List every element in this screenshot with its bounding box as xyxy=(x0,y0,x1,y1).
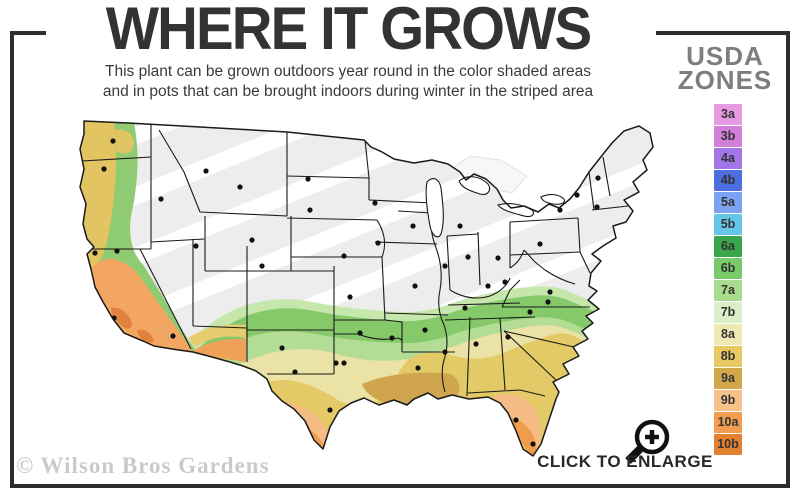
legend-zone-8a: 8a xyxy=(714,324,742,345)
frame-border-bottom xyxy=(10,484,790,488)
frame-border-top-right xyxy=(656,31,790,35)
legend-title: USDA ZONES xyxy=(660,41,790,95)
frame-border-right xyxy=(786,31,790,488)
legend-zone-list: 3a 3b 4a 4b 5a 5b 6a 6b 7a 7b 8a 8b 9a 9b 10a 10b xyxy=(714,104,742,455)
page-subtitle: This plant can be grown outdoors year ro… xyxy=(38,62,658,102)
legend-zone-4a: 4a xyxy=(714,148,742,169)
us-hardiness-zone-map[interactable] xyxy=(55,108,670,468)
frame-border-top-left xyxy=(10,31,46,35)
legend-zone-7b: 7b xyxy=(714,302,742,323)
watermark: © Wilson Bros Gardens xyxy=(16,453,270,478)
legend-zone-5a: 5a xyxy=(714,192,742,213)
legend-zone-4b: 4b xyxy=(714,170,742,191)
legend-zone-6b: 6b xyxy=(714,258,742,279)
state-borders xyxy=(81,125,629,397)
legend-zone-10a: 10a xyxy=(714,412,742,433)
zoom-in-icon[interactable] xyxy=(620,408,680,468)
subtitle-line-1: This plant can be grown outdoors year ro… xyxy=(105,63,591,80)
legend-zone-10b: 10b xyxy=(714,434,742,455)
legend-zone-3b: 3b xyxy=(714,126,742,147)
frame-border-left xyxy=(10,31,14,488)
legend-zone-9b: 9b xyxy=(714,390,742,411)
legend-title-line-2: ZONES xyxy=(677,65,773,95)
legend-zone-7a: 7a xyxy=(714,280,742,301)
click-to-enlarge-label[interactable]: CLICK TO ENLARGE xyxy=(537,452,713,471)
us-outline xyxy=(79,120,654,457)
legend-zone-9a: 9a xyxy=(714,368,742,389)
legend-zone-6a: 6a xyxy=(714,236,742,257)
legend-zone-5b: 5b xyxy=(714,214,742,235)
great-lakes xyxy=(425,176,565,238)
legend-zone-8b: 8b xyxy=(714,346,742,367)
page-title: WHERE IT GROWS xyxy=(105,0,592,62)
legend-title-line-1: USDA xyxy=(686,41,764,71)
legend-zone-3a: 3a xyxy=(714,104,742,125)
subtitle-line-2: and in pots that can be brought indoors … xyxy=(102,83,594,100)
